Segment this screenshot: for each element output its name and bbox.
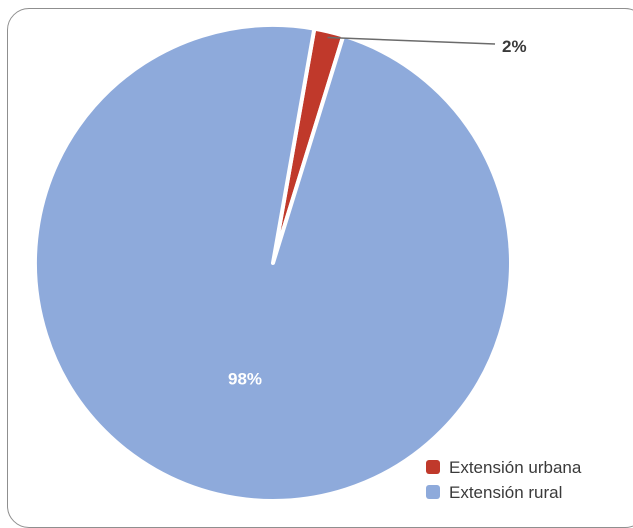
- legend-label-urban: Extensión urbana: [449, 458, 582, 477]
- pie-chart: 2% 98% Extensión urbana Extensión rural: [33, 23, 582, 503]
- legend-swatch-rural: [426, 485, 440, 499]
- legend-swatch-urban: [426, 460, 440, 474]
- pie-slice-rural: [33, 23, 513, 503]
- slice-leader-line: [327, 36, 496, 45]
- legend-label-rural: Extensión rural: [449, 483, 562, 502]
- pie-slices: [33, 23, 513, 503]
- data-label-rural: 98%: [228, 370, 262, 389]
- data-label-urban: 2%: [502, 37, 527, 56]
- legend: Extensión urbana Extensión rural: [426, 458, 582, 502]
